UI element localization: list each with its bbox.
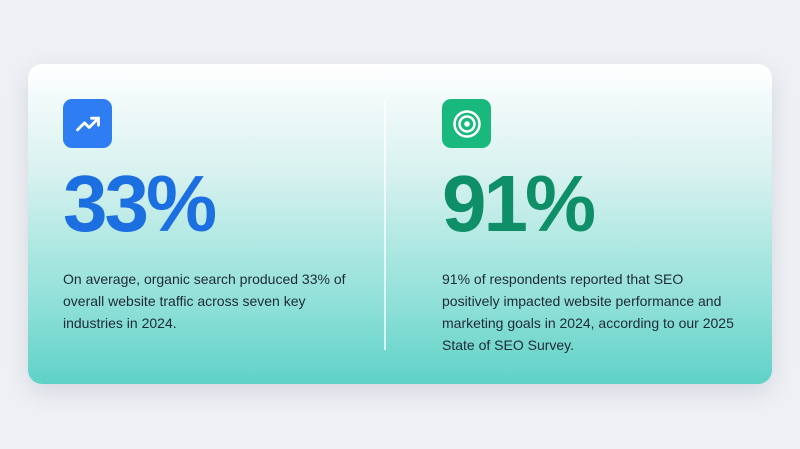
target-icon [442,99,491,148]
stat-column: 91% 91% of respondents reported that SEO… [442,99,742,356]
trend-glyph [75,116,100,131]
stat-value: 33% [63,159,217,248]
divider [384,100,386,350]
stat-description: On average, organic search produced 33% … [63,271,346,331]
stat-description: 91% of respondents reported that SEO pos… [442,271,734,353]
target-glyph [452,109,481,138]
stats-card: 33% On average, organic search produced … [28,64,772,384]
trend-icon [63,99,112,148]
stat-column: 33% On average, organic search produced … [63,99,363,334]
stat-value: 91% [442,159,596,248]
